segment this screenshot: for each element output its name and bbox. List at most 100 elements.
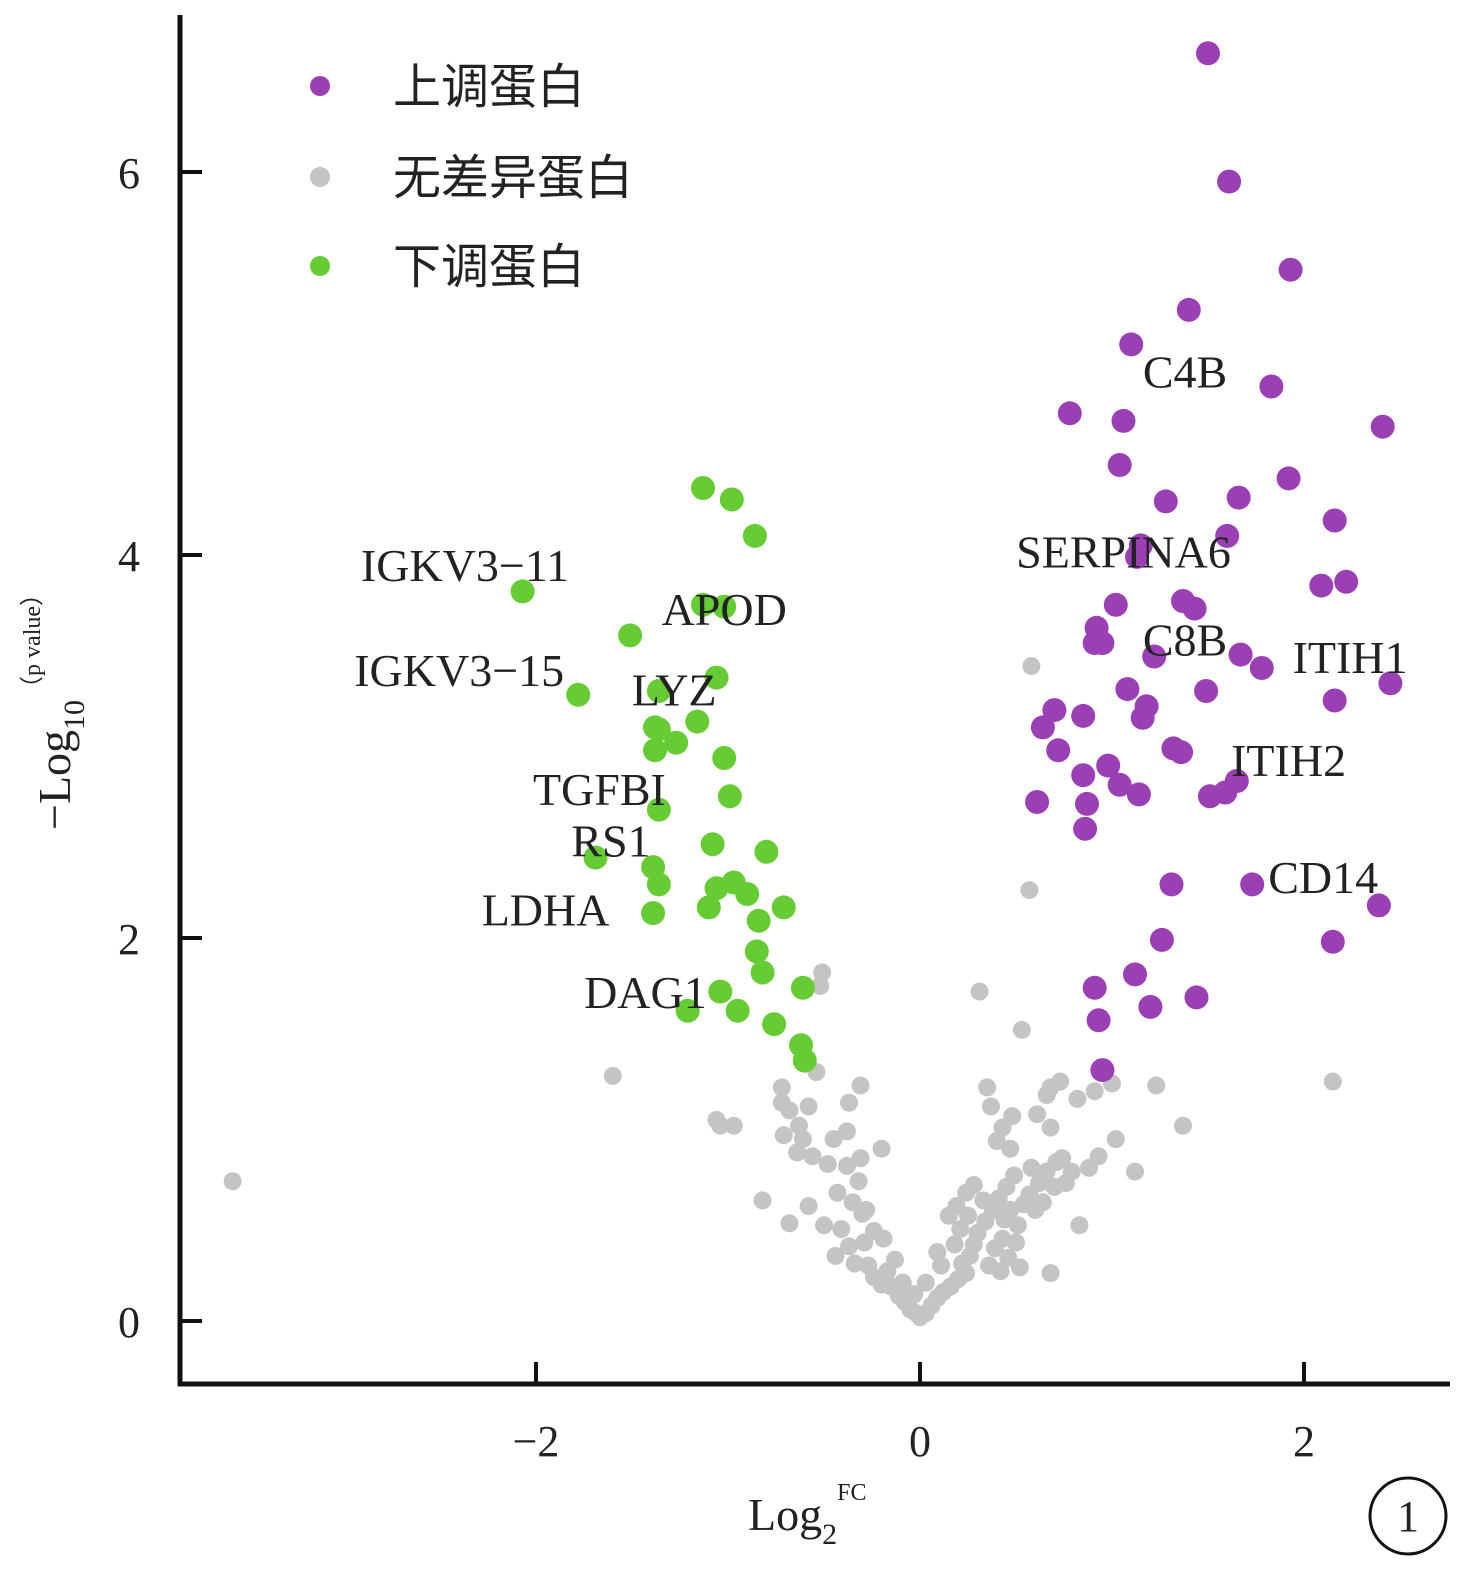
- point-nodiff-87: [1003, 1107, 1022, 1126]
- point-nodiff-105: [851, 1076, 870, 1095]
- point-up-39: [1169, 740, 1194, 765]
- point-nodiff-89: [978, 1078, 997, 1097]
- point-down-1: [719, 487, 744, 512]
- point-up-52: [1366, 893, 1391, 918]
- point-down-38: [792, 1048, 817, 1073]
- point-down-33: [708, 979, 733, 1004]
- point-nodiff-129: [959, 1206, 977, 1225]
- point-nodiff-36: [855, 1233, 874, 1252]
- point-down-25: [735, 882, 760, 906]
- point-up-4: [1119, 332, 1144, 357]
- point-down-16: [717, 784, 742, 809]
- point-down-7: [704, 665, 729, 690]
- point-down-12: [646, 717, 671, 742]
- point-up-54: [1320, 929, 1345, 954]
- point-nodiff-33: [832, 1220, 851, 1239]
- panel-number-text: 1: [1397, 1492, 1419, 1541]
- point-nodiff-127: [1080, 1158, 1098, 1177]
- point-up-33: [1042, 698, 1067, 723]
- point-nodiff-107: [853, 1204, 872, 1223]
- point-nodiff-11: [1126, 1162, 1144, 1181]
- point-up-53: [1149, 927, 1174, 952]
- point-nodiff-78: [1053, 1149, 1072, 1168]
- point-nodiff-126: [1056, 1174, 1075, 1193]
- point-nodiff-90: [1028, 1105, 1047, 1124]
- gene-label-7: APOD: [662, 584, 787, 635]
- point-up-25: [1142, 644, 1167, 669]
- point-nodiff-123: [995, 1210, 1014, 1229]
- point-up-59: [1086, 1008, 1111, 1033]
- point-up-3: [1176, 297, 1201, 322]
- point-nodiff-29: [799, 1197, 818, 1216]
- legend-label-nodiff: 无差异蛋白: [393, 150, 633, 206]
- y-tick-label-1: 2: [118, 915, 140, 964]
- legend: 上调蛋白 无差异蛋白 下调蛋白: [310, 59, 633, 295]
- x-axis-title-sub: 2: [822, 1518, 837, 1551]
- gene-label-0: C4B: [1143, 346, 1227, 397]
- point-nodiff-84: [1001, 1139, 1020, 1158]
- point-up-55: [1123, 962, 1147, 987]
- point-nodiff-101: [872, 1139, 891, 1158]
- point-nodiff-31: [780, 1214, 799, 1233]
- point-down-22: [646, 872, 671, 897]
- gene-labels: C4B SERPINA6 C8B ITIH1 ITIH2 CD14 IGKV3−11 APOD…: [354, 346, 1407, 1018]
- gene-label-9: LYZ: [632, 664, 717, 715]
- point-up-24: [1090, 631, 1115, 656]
- point-nodiff-17: [780, 1101, 799, 1120]
- point-up-57: [1184, 985, 1209, 1010]
- point-nodiff-0: [223, 1172, 242, 1191]
- point-nodiff-103: [838, 1122, 856, 1141]
- legend-item-nodiff: 无差异蛋白: [310, 150, 633, 206]
- x-axis-title-base: Log: [748, 1489, 822, 1540]
- point-nodiff-104: [840, 1093, 858, 1112]
- point-down-9: [566, 682, 591, 707]
- point-down-4: [691, 592, 715, 617]
- point-up-36: [1130, 705, 1155, 730]
- point-up-11: [1226, 485, 1251, 510]
- point-nodiff-21: [774, 1126, 793, 1145]
- y-tick-label-0: 0: [118, 1298, 140, 1347]
- point-up-35: [1030, 715, 1055, 740]
- point-nodiff-75: [1022, 1158, 1041, 1177]
- point-nodiff-64: [1005, 1166, 1024, 1185]
- point-up-34: [1071, 703, 1096, 728]
- point-nodiff-6: [1022, 657, 1041, 676]
- point-up-56: [1082, 975, 1107, 1000]
- point-up-60: [1090, 1058, 1115, 1083]
- point-up-6: [1057, 401, 1082, 426]
- point-up-29: [1115, 677, 1140, 702]
- point-nodiff-93: [1051, 1072, 1070, 1091]
- y-axis-ticks: 0 2 4 6: [118, 149, 202, 1347]
- x-axis-title: Log2FC: [748, 1480, 866, 1551]
- point-nodiff-23: [818, 1155, 837, 1173]
- point-nodiff-71: [991, 1262, 1010, 1281]
- y-axis-title-sup: （p value）: [20, 582, 46, 700]
- legend-marker-nodiff: [310, 167, 330, 187]
- point-up-30: [1194, 679, 1219, 703]
- point-nodiff-109: [803, 1147, 822, 1166]
- point-up-46: [1126, 782, 1151, 807]
- gene-label-4: ITIH2: [1231, 735, 1346, 786]
- point-up-50: [1159, 872, 1184, 897]
- gene-label-13: DAG1: [584, 967, 707, 1018]
- point-down-15: [712, 746, 737, 770]
- point-up-51: [1240, 872, 1265, 897]
- point-nodiff-95: [1085, 1082, 1104, 1101]
- point-nodiff-124: [1007, 1233, 1025, 1252]
- point-down-32: [790, 975, 815, 1000]
- point-up-26: [1228, 642, 1253, 667]
- y-tick-label-3: 6: [118, 149, 140, 198]
- point-up-12: [1153, 489, 1178, 514]
- point-down-30: [744, 939, 769, 964]
- point-up-48: [1075, 791, 1099, 816]
- point-down-26: [771, 895, 796, 920]
- point-nodiff-25: [849, 1172, 868, 1191]
- point-up-2: [1278, 257, 1303, 282]
- point-down-8: [646, 679, 671, 703]
- legend-item-down: 下调蛋白: [310, 239, 585, 295]
- point-nodiff-68: [985, 1239, 1004, 1258]
- legend-marker-up: [310, 76, 330, 96]
- point-down-3: [510, 579, 535, 604]
- point-up-1: [1217, 169, 1242, 194]
- point-up-20: [1171, 589, 1195, 613]
